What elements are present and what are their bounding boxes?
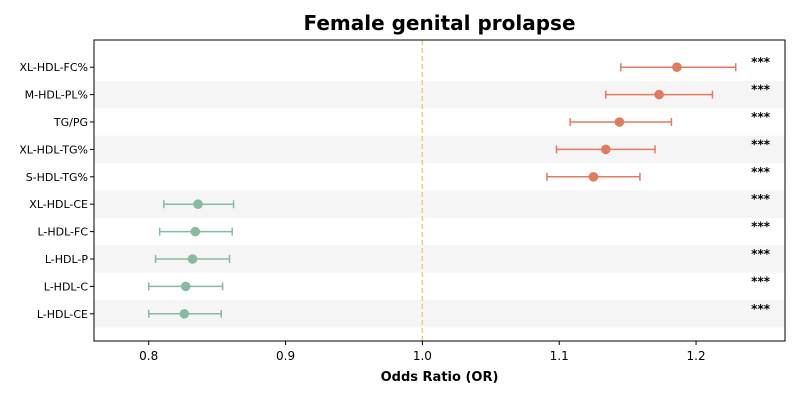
or-point <box>187 254 198 264</box>
estimate-marks <box>147 62 737 319</box>
row-shade <box>94 135 785 164</box>
forest-row <box>147 309 223 319</box>
or-point <box>588 172 599 182</box>
significance-label: *** <box>751 247 771 261</box>
forest-row <box>158 226 233 237</box>
y-tick-labels: XL-HDL-FC% M-HDL-PL% TG/PG XL-HDL-TG% S-HDL-… <box>19 61 94 321</box>
forest-row <box>605 89 714 100</box>
y-tick-label: XL-HDL-FC% <box>19 61 88 74</box>
or-point <box>600 144 611 155</box>
forest-row <box>154 254 231 264</box>
forest-row <box>147 281 224 292</box>
y-tick-label: L-HDL-CE <box>37 308 88 321</box>
x-tick-label: 1.2 <box>687 349 706 363</box>
y-tick-label: XL-HDL-CE <box>29 198 88 211</box>
x-axis-label: Odds Ratio (OR) <box>381 370 499 385</box>
x-tick-label: 1.1 <box>550 349 569 363</box>
forest-row <box>569 117 673 127</box>
forest-row <box>555 144 656 155</box>
significance-label: *** <box>751 83 771 97</box>
y-tick-label: TG/PG <box>53 116 88 129</box>
y-tick-label: L-HDL-C <box>44 280 89 293</box>
x-tick-label: 0.9 <box>276 349 295 363</box>
significance-label: *** <box>751 110 771 124</box>
forest-row <box>620 62 737 72</box>
forest-row <box>546 172 641 182</box>
significance-label: *** <box>751 220 771 234</box>
forest-row <box>163 199 235 209</box>
chart-title: Female genital prolapse <box>303 11 575 35</box>
significance-label: *** <box>751 55 771 69</box>
y-tick-label: M-HDL-PL% <box>25 89 88 102</box>
x-tick-label: 0.8 <box>139 349 158 363</box>
or-point <box>190 226 201 237</box>
y-tick-label: L-HDL-FC <box>37 226 88 239</box>
significance-labels: *** *** *** *** *** *** *** *** *** *** <box>751 55 771 316</box>
significance-label: *** <box>751 274 771 288</box>
y-tick-label: S-HDL-TG% <box>26 171 88 184</box>
or-point <box>179 309 190 319</box>
plot-frame <box>93 39 786 342</box>
significance-label: *** <box>751 192 771 206</box>
x-axis: 0.8 0.9 1.0 1.1 1.2 <box>139 341 706 363</box>
or-point <box>614 117 625 127</box>
x-tick-label: 1.0 <box>413 349 432 363</box>
significance-label: *** <box>751 165 771 179</box>
significance-label: *** <box>751 302 771 316</box>
or-point <box>654 89 664 100</box>
significance-label: *** <box>751 137 771 151</box>
or-point <box>672 62 682 72</box>
or-point <box>193 199 203 209</box>
y-tick-label: XL-HDL-TG% <box>19 143 88 156</box>
or-point <box>180 281 191 292</box>
y-tick-label: L-HDL-P <box>45 253 89 266</box>
